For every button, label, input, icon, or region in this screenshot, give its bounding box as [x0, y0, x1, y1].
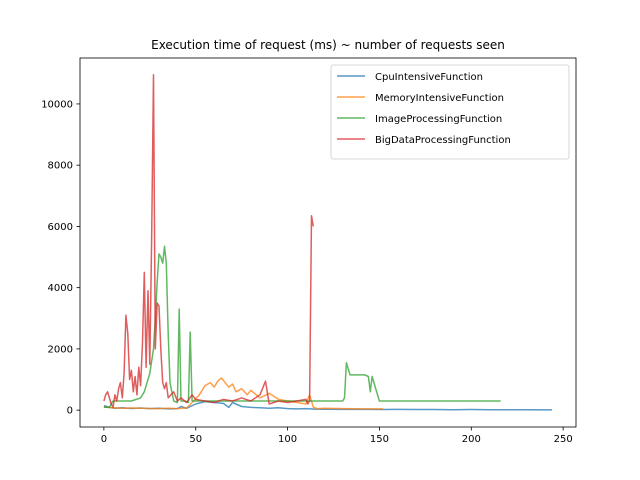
- series-line-3: [103, 74, 315, 408]
- legend: CpuIntensiveFunction MemoryIntensiveFunct…: [330, 64, 570, 160]
- x-tick-label-4: 200: [462, 434, 481, 445]
- y-tick-label-1: 2000: [48, 344, 73, 355]
- series-group: [103, 74, 553, 411]
- y-axis-ticks: 0 2000 4000 6000 8000 10000: [41, 99, 80, 417]
- x-tick-label-0: 0: [101, 434, 107, 445]
- y-tick-label-3: 6000: [48, 222, 73, 233]
- x-tick-label-5: 250: [554, 434, 573, 445]
- chart-title: Execution time of request (ms) ~ number …: [151, 38, 505, 52]
- y-tick-label-0: 0: [67, 406, 73, 417]
- legend-label-2: ImageProcessingFunction: [375, 114, 502, 125]
- legend-label-3: BigDataProcessingFunction: [375, 135, 511, 146]
- x-tick-label-3: 150: [370, 434, 389, 445]
- y-tick-label-2: 4000: [48, 283, 73, 294]
- y-tick-label-4: 8000: [48, 161, 73, 172]
- legend-label-0: CpuIntensiveFunction: [375, 72, 483, 83]
- legend-box: [330, 64, 570, 160]
- x-tick-label-2: 100: [278, 434, 297, 445]
- legend-label-1: MemoryIntensiveFunction: [375, 93, 504, 104]
- plot-frame: [79, 57, 577, 428]
- x-axis-ticks: 0 50 100 150 200 250: [101, 427, 573, 445]
- x-tick-label-1: 50: [189, 434, 202, 445]
- y-tick-label-5: 10000: [41, 99, 73, 110]
